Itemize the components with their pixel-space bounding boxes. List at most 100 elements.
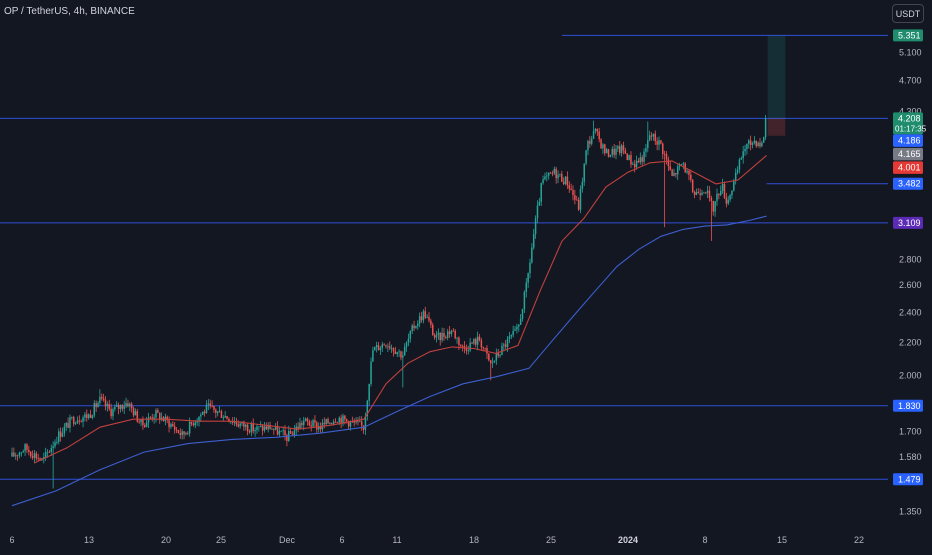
candle bbox=[151, 417, 153, 419]
level-label: 3.109 bbox=[898, 218, 921, 228]
candle bbox=[364, 416, 367, 430]
candle bbox=[274, 426, 277, 430]
candle bbox=[181, 431, 183, 435]
candle bbox=[222, 417, 225, 419]
candle bbox=[392, 347, 395, 352]
candle bbox=[278, 430, 281, 435]
x-tick-label: 11 bbox=[392, 535, 401, 545]
price-axis-bg bbox=[889, 0, 932, 550]
candle bbox=[58, 431, 60, 443]
candle bbox=[13, 452, 15, 457]
candle bbox=[246, 424, 249, 432]
candle bbox=[327, 419, 329, 424]
candle bbox=[433, 335, 436, 338]
candle bbox=[69, 417, 71, 428]
candle bbox=[615, 148, 617, 155]
candle bbox=[95, 403, 97, 408]
candle bbox=[504, 344, 507, 347]
candle bbox=[183, 431, 185, 435]
candle bbox=[516, 326, 518, 330]
candle bbox=[245, 424, 247, 427]
candle bbox=[454, 330, 456, 339]
candle bbox=[80, 421, 82, 423]
position-box bbox=[767, 35, 786, 136]
candle bbox=[153, 417, 155, 419]
candle bbox=[688, 170, 690, 175]
candle bbox=[460, 344, 462, 346]
candle bbox=[680, 164, 683, 166]
candle bbox=[129, 403, 131, 407]
candle bbox=[43, 457, 45, 459]
candle bbox=[368, 384, 370, 401]
candle bbox=[140, 419, 142, 423]
candle bbox=[645, 148, 647, 152]
candle bbox=[755, 140, 758, 147]
candle bbox=[383, 344, 385, 346]
candle bbox=[471, 342, 473, 344]
candle bbox=[727, 199, 729, 204]
level-label: 3.482 bbox=[898, 179, 921, 189]
candle bbox=[205, 404, 208, 414]
candle bbox=[26, 444, 28, 450]
candle bbox=[16, 455, 19, 457]
candle bbox=[609, 154, 612, 157]
candle bbox=[705, 192, 707, 194]
candle bbox=[577, 199, 580, 210]
candle bbox=[390, 347, 393, 349]
candle bbox=[630, 155, 632, 165]
candle bbox=[749, 140, 752, 145]
candle bbox=[99, 396, 101, 404]
candle bbox=[33, 453, 36, 458]
candle bbox=[233, 421, 236, 423]
candle bbox=[506, 338, 509, 347]
candle bbox=[357, 420, 359, 422]
candle bbox=[551, 173, 554, 175]
candle bbox=[252, 423, 254, 432]
candle bbox=[39, 458, 41, 460]
candle bbox=[155, 410, 157, 418]
candle bbox=[736, 169, 739, 173]
candle bbox=[491, 362, 494, 364]
candle bbox=[570, 188, 572, 191]
candle bbox=[117, 404, 120, 409]
candle bbox=[572, 190, 574, 196]
candle bbox=[301, 423, 303, 426]
y-tick-label: 1.700 bbox=[899, 427, 922, 437]
candle bbox=[465, 348, 468, 351]
candle bbox=[482, 347, 484, 349]
candle bbox=[475, 339, 477, 345]
candle bbox=[54, 442, 56, 447]
candle bbox=[759, 142, 761, 147]
candle bbox=[375, 345, 378, 348]
candle bbox=[312, 420, 314, 427]
countdown-label: 01:17:35 bbox=[895, 124, 927, 133]
candle bbox=[323, 422, 326, 425]
candle bbox=[280, 430, 283, 432]
candle bbox=[370, 361, 372, 385]
candle bbox=[387, 346, 389, 348]
candle bbox=[338, 417, 340, 423]
candle bbox=[510, 335, 513, 337]
candle bbox=[718, 193, 720, 196]
candle bbox=[633, 164, 636, 168]
candle bbox=[448, 331, 451, 334]
candle bbox=[207, 403, 210, 405]
candle bbox=[336, 422, 339, 424]
candle bbox=[544, 176, 546, 180]
candle bbox=[519, 318, 522, 325]
candle bbox=[276, 426, 279, 435]
candle bbox=[682, 163, 685, 165]
candle bbox=[147, 417, 150, 423]
candle bbox=[46, 451, 49, 453]
candle bbox=[452, 330, 455, 332]
candle bbox=[345, 419, 348, 422]
currency-button[interactable]: USDT bbox=[892, 4, 924, 23]
candle bbox=[706, 190, 709, 193]
x-tick-label: 2024 bbox=[618, 535, 638, 545]
candle bbox=[372, 350, 374, 362]
price-tag-bg bbox=[893, 161, 923, 174]
candle bbox=[254, 430, 256, 432]
candle bbox=[237, 424, 240, 427]
